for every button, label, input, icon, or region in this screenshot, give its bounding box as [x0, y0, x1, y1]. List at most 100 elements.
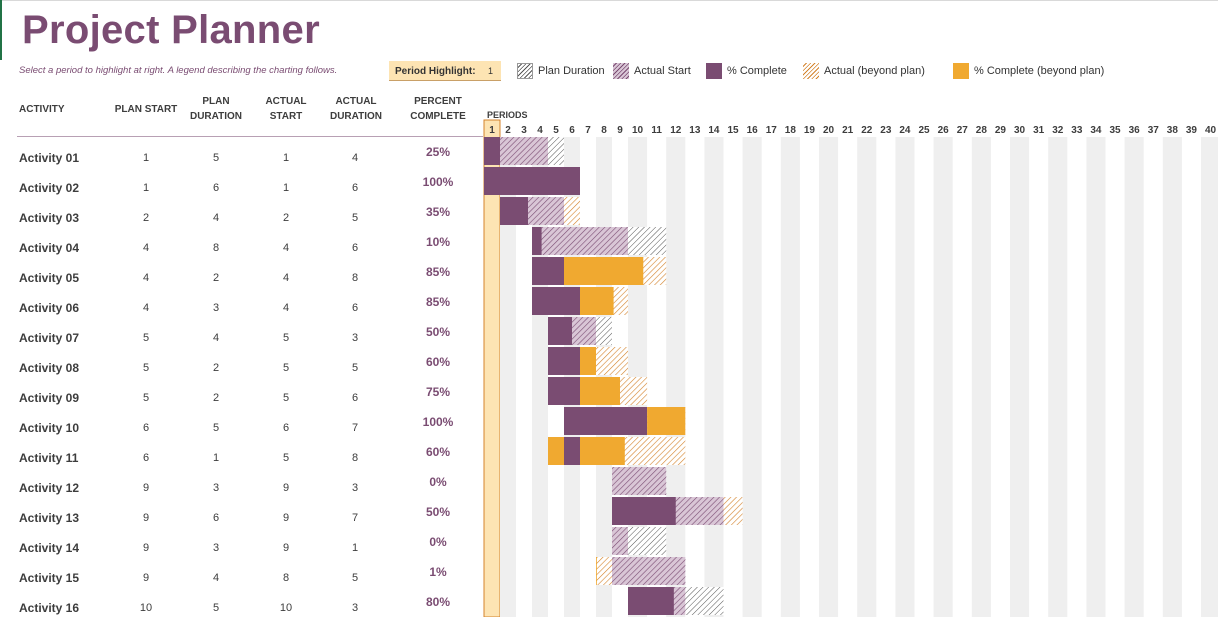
activity-name[interactable]: Activity 04 [19, 241, 80, 255]
activity-name[interactable]: Activity 07 [19, 331, 80, 345]
plan-start-cell[interactable]: 2 [142, 212, 150, 224]
period-number[interactable]: 31 [1033, 125, 1045, 136]
period-number[interactable]: 22 [861, 125, 873, 136]
period-number[interactable]: 12 [670, 125, 682, 136]
actual-start-cell[interactable]: 5 [282, 392, 290, 404]
activity-name[interactable]: Activity 15 [19, 571, 80, 585]
plan-duration-cell[interactable]: 3 [212, 542, 220, 554]
plan-duration-cell[interactable]: 1 [212, 452, 220, 464]
plan-start-cell[interactable]: 9 [142, 482, 150, 494]
percent-complete-cell[interactable]: 50% [425, 325, 451, 339]
actual-start-cell[interactable]: 8 [282, 572, 290, 584]
period-number[interactable]: 6 [569, 125, 575, 136]
activity-name[interactable]: Activity 09 [19, 391, 80, 405]
plan-start-cell[interactable]: 10 [139, 602, 153, 614]
plan-duration-cell[interactable]: 4 [212, 572, 220, 584]
period-number[interactable]: 15 [727, 125, 739, 136]
actual-start-cell[interactable]: 2 [282, 212, 290, 224]
plan-duration-cell[interactable]: 2 [212, 272, 220, 284]
percent-complete-cell[interactable]: 85% [425, 295, 451, 309]
plan-start-cell[interactable]: 6 [142, 452, 150, 464]
period-number[interactable]: 9 [617, 125, 623, 136]
period-number[interactable]: 8 [601, 125, 607, 136]
plan-start-cell[interactable]: 4 [142, 272, 150, 284]
period-number[interactable]: 5 [553, 125, 559, 136]
actual-start-cell[interactable]: 1 [282, 152, 290, 164]
actual-start-cell[interactable]: 10 [279, 602, 293, 614]
period-number[interactable]: 30 [1014, 125, 1026, 136]
actual-duration-cell[interactable]: 5 [351, 362, 359, 374]
actual-duration-cell[interactable]: 5 [351, 212, 359, 224]
activity-name[interactable]: Activity 02 [19, 181, 80, 195]
plan-start-cell[interactable]: 9 [142, 572, 150, 584]
plan-duration-cell[interactable]: 2 [212, 392, 220, 404]
activity-name[interactable]: Activity 16 [19, 601, 80, 615]
period-number[interactable]: 39 [1186, 125, 1198, 136]
activity-name[interactable]: Activity 11 [19, 451, 79, 465]
percent-complete-cell[interactable]: 10% [425, 235, 451, 249]
actual-start-cell[interactable]: 9 [282, 512, 290, 524]
actual-duration-cell[interactable]: 3 [351, 602, 359, 614]
activity-name[interactable]: Activity 13 [19, 511, 80, 525]
period-number[interactable]: 33 [1071, 125, 1083, 136]
period-number[interactable]: 10 [632, 125, 644, 136]
period-number[interactable]: 4 [537, 125, 543, 136]
percent-complete-cell[interactable]: 60% [425, 355, 451, 369]
plan-start-cell[interactable]: 9 [142, 512, 150, 524]
period-number[interactable]: 21 [842, 125, 854, 136]
period-highlight-field[interactable]: Period Highlight: 1 [389, 61, 501, 81]
period-number[interactable]: 32 [1052, 125, 1064, 136]
period-number[interactable]: 23 [880, 125, 892, 136]
actual-duration-cell[interactable]: 3 [351, 332, 359, 344]
plan-duration-cell[interactable]: 2 [212, 362, 220, 374]
plan-start-cell[interactable]: 4 [142, 242, 150, 254]
period-number[interactable]: 34 [1090, 125, 1102, 136]
period-number[interactable]: 29 [995, 125, 1007, 136]
period-number[interactable]: 3 [521, 125, 527, 136]
actual-start-cell[interactable]: 5 [282, 362, 290, 374]
activity-name[interactable]: Activity 14 [19, 541, 80, 555]
percent-complete-cell[interactable]: 75% [425, 385, 451, 399]
actual-start-cell[interactable]: 4 [282, 242, 290, 254]
actual-duration-cell[interactable]: 7 [351, 512, 359, 524]
period-number[interactable]: 26 [938, 125, 950, 136]
percent-complete-cell[interactable]: 60% [425, 445, 451, 459]
actual-start-cell[interactable]: 5 [282, 332, 290, 344]
period-number[interactable]: 11 [651, 125, 662, 136]
percent-complete-cell[interactable]: 100% [422, 415, 454, 429]
plan-duration-cell[interactable]: 6 [212, 182, 220, 194]
activity-name[interactable]: Activity 06 [19, 301, 80, 315]
percent-complete-cell[interactable]: 1% [429, 565, 447, 579]
period-number[interactable]: 7 [585, 125, 591, 136]
actual-duration-cell[interactable]: 7 [351, 422, 359, 434]
activity-name[interactable]: Activity 10 [19, 421, 80, 435]
plan-duration-cell[interactable]: 4 [212, 332, 220, 344]
activity-name[interactable]: Activity 01 [19, 151, 80, 165]
actual-duration-cell[interactable]: 3 [351, 482, 359, 494]
actual-duration-cell[interactable]: 8 [351, 452, 359, 464]
plan-duration-cell[interactable]: 5 [212, 422, 220, 434]
period-number[interactable]: 38 [1167, 125, 1179, 136]
actual-duration-cell[interactable]: 6 [351, 392, 359, 404]
period-number[interactable]: 27 [957, 125, 969, 136]
percent-complete-cell[interactable]: 50% [425, 505, 451, 519]
percent-complete-cell[interactable]: 25% [425, 145, 451, 159]
period-number[interactable]: 36 [1129, 125, 1141, 136]
actual-duration-cell[interactable]: 6 [351, 242, 359, 254]
period-number[interactable]: 18 [785, 125, 797, 136]
actual-start-cell[interactable]: 9 [282, 482, 290, 494]
plan-duration-cell[interactable]: 6 [212, 512, 220, 524]
period-number[interactable]: 28 [976, 125, 988, 136]
actual-start-cell[interactable]: 5 [282, 452, 290, 464]
plan-duration-cell[interactable]: 8 [212, 242, 220, 254]
actual-start-cell[interactable]: 1 [282, 182, 290, 194]
plan-duration-cell[interactable]: 5 [212, 152, 220, 164]
actual-duration-cell[interactable]: 8 [351, 272, 359, 284]
period-number[interactable]: 1 [489, 125, 495, 136]
plan-start-cell[interactable]: 5 [142, 392, 150, 404]
activity-name[interactable]: Activity 05 [19, 271, 80, 285]
actual-start-cell[interactable]: 9 [282, 542, 290, 554]
period-number[interactable]: 17 [766, 125, 778, 136]
plan-start-cell[interactable]: 1 [142, 152, 150, 164]
period-highlight-value[interactable]: 1 [487, 66, 493, 76]
